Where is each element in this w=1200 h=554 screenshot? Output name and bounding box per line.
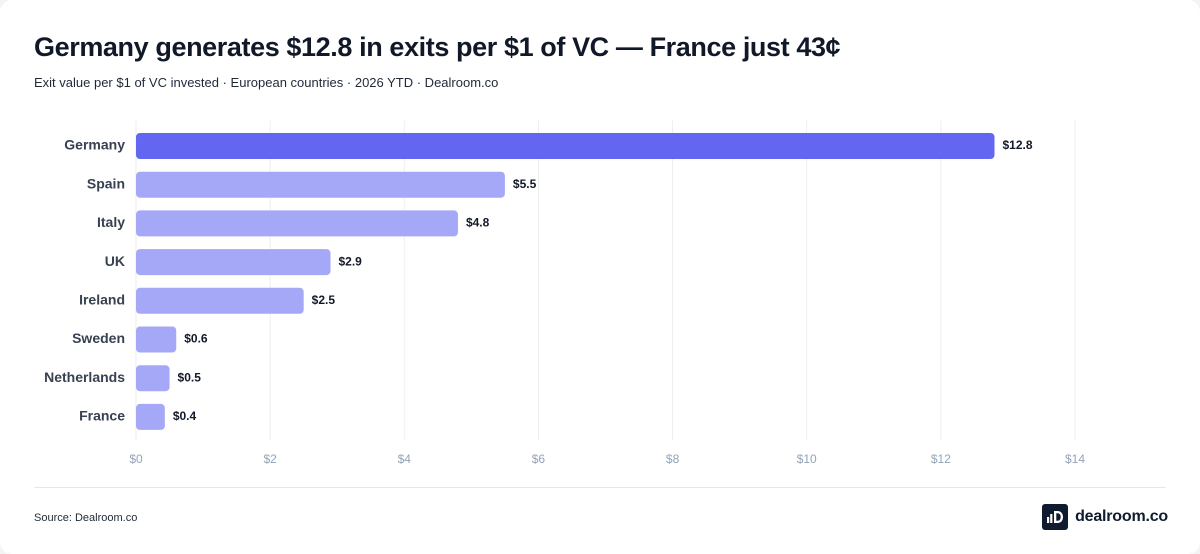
- x-tick-label: $8: [666, 452, 680, 466]
- brand-logo[interactable]: dealroom.co: [1042, 504, 1168, 530]
- bar[interactable]: [136, 403, 165, 430]
- category-label: Netherlands: [44, 369, 125, 385]
- chart-title: Germany generates $12.8 in exits per $1 …: [34, 32, 841, 62]
- x-tick-label: $4: [398, 452, 412, 466]
- category-label: Ireland: [79, 292, 125, 308]
- value-label: $0.4: [173, 409, 197, 423]
- x-axis: $0 $2 $4 $6 $8 $10 $12 $14: [129, 452, 1085, 466]
- category-label: Italy: [97, 214, 125, 230]
- bar-chart: Germany $12.8 Spain $5.5 Italy $4.8 UK $2.9 Irel…: [44, 120, 1085, 466]
- bar[interactable]: [136, 287, 304, 314]
- bar[interactable]: [136, 326, 177, 353]
- brand-name: dealroom.co: [1075, 508, 1168, 525]
- value-label: $12.8: [1003, 138, 1033, 152]
- value-label: $4.8: [466, 216, 490, 230]
- chart-subtitle: Exit value per $1 of VC invested · Europ…: [34, 75, 499, 90]
- bar[interactable]: [136, 171, 505, 198]
- x-tick-label: $0: [129, 452, 143, 466]
- x-tick-label: $6: [532, 452, 546, 466]
- category-label: France: [79, 408, 125, 424]
- value-label: $5.5: [513, 177, 537, 191]
- bar[interactable]: [136, 210, 458, 237]
- footer-divider: [34, 487, 1166, 488]
- bar[interactable]: [136, 133, 995, 159]
- x-tick-label: $14: [1065, 452, 1085, 466]
- dealroom-logo-icon: [1042, 504, 1069, 530]
- category-label: Sweden: [72, 330, 125, 346]
- bar[interactable]: [136, 365, 170, 392]
- value-label: $2.5: [312, 293, 336, 307]
- labels: Germany $12.8 Spain $5.5 Italy $4.8 UK $2.9 Irel…: [44, 137, 1033, 424]
- category-label: Spain: [87, 175, 125, 191]
- value-label: $2.9: [339, 254, 363, 268]
- category-label: Germany: [64, 137, 125, 153]
- bar[interactable]: [136, 249, 331, 276]
- gridlines: [135, 120, 1076, 441]
- category-label: UK: [105, 253, 125, 269]
- bars: [136, 133, 995, 430]
- value-label: $0.5: [178, 370, 202, 384]
- value-label: $0.6: [184, 332, 208, 346]
- x-tick-label: $12: [931, 452, 951, 466]
- x-tick-label: $10: [797, 452, 817, 466]
- x-tick-label: $2: [263, 452, 277, 466]
- source-note: Source: Dealroom.co: [34, 512, 138, 524]
